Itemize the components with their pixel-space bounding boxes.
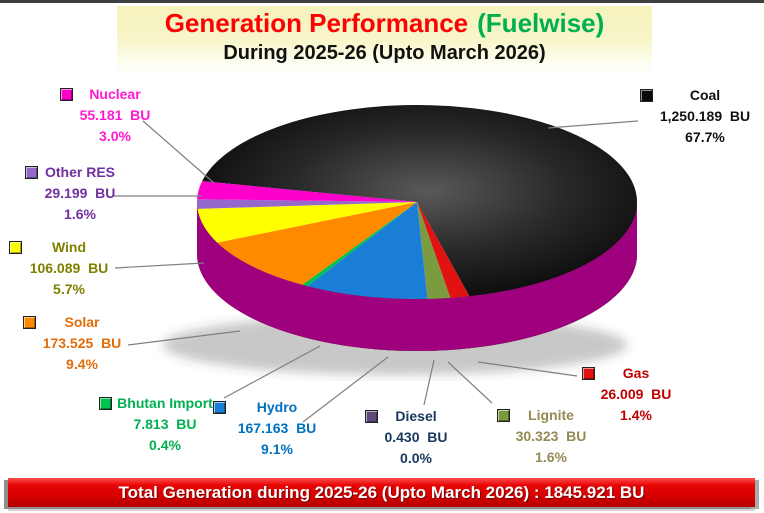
slice-pct-gas: 1.4% [620,407,652,423]
legend-marker-coal [640,89,653,102]
legend-marker-wind [9,241,22,254]
leader-line-nuclear [142,120,215,184]
pie-slice-coal-sheen [202,105,637,297]
leader-line-lignite [447,361,493,404]
slice-pct-lignite: 1.6% [535,449,567,465]
slice-label-hydro: Hydro 167.163 BU 9.1% [213,397,337,460]
total-generation-banner: Total Generation during 2025-26 (Upto Ma… [8,478,755,507]
legend-marker-gas [582,367,595,380]
legend-marker-nuclear [60,88,73,101]
slice-value-bhutan-import: 7.813 BU [133,416,197,432]
slice-value-gas: 26.009 BU [600,386,672,402]
slice-name-gas: Gas [622,365,650,381]
leader-line-diesel [423,359,435,406]
legend-marker-hydro [213,401,226,414]
slice-label-nuclear: Nuclear 55.181 BU 3.0% [55,84,175,147]
pie-slice-wind [197,202,417,243]
chart-title-main: Generation Performance [164,8,469,38]
slice-label-other-res: Other RES 29.199 BU 1.6% [20,162,140,225]
leader-line-hydro [302,356,389,423]
slice-label-bhutan-import: Bhutan Import 7.813 BU 0.4% [99,393,225,456]
pie-slice-lignite [417,202,451,299]
legend-marker-lignite [497,409,510,422]
chart-subtitle: During 2025-26 (Upto March 2026) [223,42,546,64]
legend-marker-diesel [365,410,378,423]
leader-line-gas [477,361,578,377]
slice-pct-diesel: 0.0% [400,450,432,466]
chart-title-box: Generation Performance (Fuelwise) During … [117,6,652,76]
leader-line-coal [547,120,639,129]
chart-title: Generation Performance (Fuelwise) [117,6,652,40]
leader-line-bhutan-import [223,345,321,399]
slice-pct-coal: 67.7% [685,129,725,145]
top-border-line [0,0,764,3]
legend-marker-other-res [25,166,38,179]
slice-pct-bhutan-import: 0.4% [149,437,181,453]
legend-marker-solar [23,316,36,329]
slice-label-coal: Coal 1,250.189 BU 67.7% [640,85,764,148]
slice-pct-other-res: 1.6% [64,206,96,222]
pie-slice-gas [417,202,470,298]
leader-line-solar [127,330,241,346]
pie-slice-nuclear [197,181,417,202]
slice-label-gas: Gas 26.009 BU 1.4% [576,363,696,426]
slice-name-diesel: Diesel [395,408,437,424]
chart-title-paren: (Fuelwise) [477,8,605,38]
slice-value-hydro: 167.163 BU [237,420,317,436]
pie-slice-diesel [417,202,428,299]
slice-value-lignite: 30.323 BU [515,428,587,444]
slice-label-diesel: Diesel 0.430 BU 0.0% [356,406,476,469]
legend-marker-bhutan-import [99,397,112,410]
pie-slice-solar [217,202,417,285]
slice-name-lignite: Lignite [528,407,574,423]
slice-pct-nuclear: 3.0% [99,128,131,144]
slice-label-solar: Solar 173.525 BU 9.4% [22,312,142,375]
slice-name-hydro: Hydro [256,399,298,415]
slice-name-solar: Solar [64,314,100,330]
slice-name-bhutan-import: Bhutan Import [117,395,213,411]
slice-name-coal: Coal [689,87,721,103]
slice-label-lignite: Lignite 30.323 BU 1.6% [491,405,611,468]
total-generation-text: Total Generation during 2025-26 (Upto Ma… [118,483,645,502]
slice-value-other-res: 29.199 BU [44,185,116,201]
slice-name-nuclear: Nuclear [89,86,141,102]
pie-slice-bhutan-import [302,202,417,287]
pie-slice-other-res [196,199,417,209]
slice-value-wind: 106.089 BU [29,260,109,276]
slice-value-diesel: 0.430 BU [384,429,448,445]
pie-slice-side-nuclear [197,202,637,351]
leader-line-wind [114,262,205,269]
slice-value-coal: 1,250.189 BU [659,108,751,124]
slice-pct-wind: 5.7% [53,281,85,297]
pie-slice-hydro [307,202,428,299]
slice-value-nuclear: 55.181 BU [79,107,151,123]
slice-name-other-res: Other RES [44,164,115,180]
slice-name-wind: Wind [51,239,87,255]
slice-pct-hydro: 9.1% [261,441,293,457]
slice-label-wind: Wind 106.089 BU 5.7% [9,237,129,300]
slice-pct-solar: 9.4% [66,356,98,372]
slice-value-solar: 173.525 BU [42,335,122,351]
